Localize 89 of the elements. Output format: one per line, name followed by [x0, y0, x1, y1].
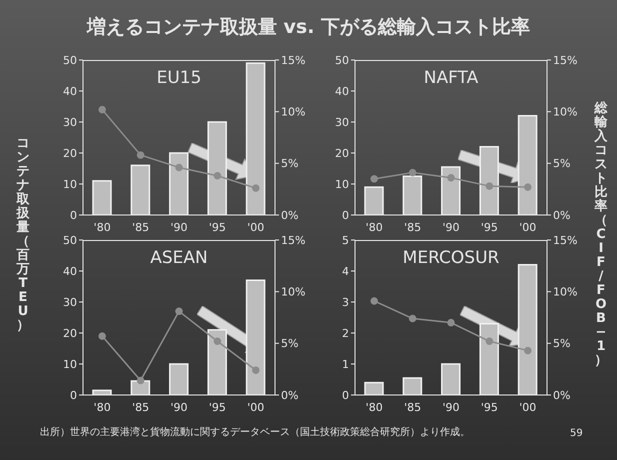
text: 総輸入コスト比率（CIF/FOB−1） [594, 101, 608, 368]
y2-tick-label: 10% [553, 106, 578, 119]
y-tick-label: 1 [342, 358, 349, 371]
point [214, 338, 222, 346]
y2-tick-label: 5% [281, 157, 298, 170]
x-tick-label: '95 [480, 400, 498, 414]
x-tick-label: '85 [404, 400, 422, 414]
y-tick-label: 40 [63, 84, 77, 98]
point [486, 182, 494, 190]
x-tick-label: '95 [208, 220, 226, 234]
text: コンテナ取扱量（百万TEU） [16, 136, 30, 333]
y2-tick-label: 10% [553, 286, 578, 299]
x-tick-label: '85 [404, 220, 422, 234]
y-tick-label: 0 [342, 208, 349, 222]
y2-tick-label: 15% [553, 54, 578, 67]
x-tick-label: '90 [442, 220, 460, 234]
point [370, 175, 378, 183]
x-tick-label: '00 [519, 220, 536, 234]
y-tick-label: 40 [63, 264, 77, 278]
x-tick-label: '80 [366, 400, 383, 414]
y-tick-label: 30 [335, 116, 349, 129]
point [136, 376, 144, 384]
point [136, 151, 144, 159]
point [175, 164, 183, 172]
y-tick-label: 0 [70, 208, 77, 222]
point [252, 366, 260, 374]
y-tick-label: 2 [342, 326, 349, 340]
y2-tick-label: 0% [281, 208, 298, 222]
y-tick-label: 20 [335, 146, 349, 160]
text: 出所）世界の主要港湾と貨物流動に関するデータベース（国土技術政策総合研究所）より作成。 [40, 426, 471, 439]
y2-tick-label: 15% [553, 234, 578, 247]
text: MERCOSUR [402, 248, 500, 268]
y-tick-label: 30 [63, 296, 77, 309]
x-tick-label: '80 [94, 400, 111, 414]
y-tick-label: 20 [63, 146, 77, 160]
point [524, 346, 532, 354]
x-tick-label: '95 [480, 220, 498, 234]
point [447, 318, 455, 326]
y-tick-label: 10 [63, 358, 77, 371]
y2-tick-label: 10% [281, 106, 306, 119]
y2-tick-label: 5% [281, 337, 298, 350]
x-tick-label: '85 [132, 220, 150, 234]
point [447, 174, 455, 182]
x-tick-label: '00 [519, 400, 536, 414]
x-tick-label: '90 [170, 400, 188, 414]
point [98, 332, 106, 340]
point [98, 106, 106, 114]
y-tick-label: 20 [63, 326, 77, 340]
x-tick-label: '85 [132, 400, 150, 414]
y-tick-label: 0 [70, 388, 77, 402]
point [252, 184, 260, 192]
y-tick-label: 50 [63, 54, 77, 67]
y2-tick-label: 15% [281, 234, 306, 247]
y2-tick-label: 0% [553, 208, 570, 222]
point [214, 172, 222, 180]
y-tick-label: 40 [335, 84, 349, 98]
point [524, 183, 532, 191]
y2-tick-label: 15% [281, 54, 306, 67]
y2-tick-label: 0% [553, 388, 570, 402]
x-tick-label: '00 [247, 220, 264, 234]
x-tick-label: '95 [208, 400, 226, 414]
y-tick-label: 50 [63, 234, 77, 247]
text: EU15 [156, 68, 202, 88]
y-tick-label: 50 [335, 54, 349, 67]
y2-tick-label: 5% [553, 337, 570, 350]
text: 増えるコンテナ取扱量 vs. 下がる総輸入コスト比率 [86, 15, 532, 40]
text: 59 [570, 428, 583, 439]
x-tick-label: '80 [366, 220, 383, 234]
x-tick-label: '00 [247, 400, 264, 414]
y-tick-label: 10 [63, 178, 77, 191]
y-tick-label: 0 [342, 388, 349, 402]
x-tick-label: '80 [94, 220, 111, 234]
point [175, 308, 183, 316]
x-tick-label: '90 [442, 400, 460, 414]
point [486, 338, 494, 346]
text: ASEAN [149, 248, 209, 268]
text: NAFTA [422, 68, 480, 88]
y-tick-label: 4 [342, 264, 349, 278]
point [370, 297, 378, 305]
y-tick-label: 3 [342, 296, 349, 309]
y-tick-label: 10 [335, 178, 349, 191]
y2-tick-label: 0% [281, 388, 298, 402]
x-tick-label: '90 [170, 220, 188, 234]
point [408, 314, 416, 322]
y2-tick-label: 5% [553, 157, 570, 170]
y-tick-label: 5 [342, 234, 349, 247]
y2-tick-label: 10% [281, 286, 306, 299]
point [408, 168, 416, 176]
y-tick-label: 30 [63, 116, 77, 129]
